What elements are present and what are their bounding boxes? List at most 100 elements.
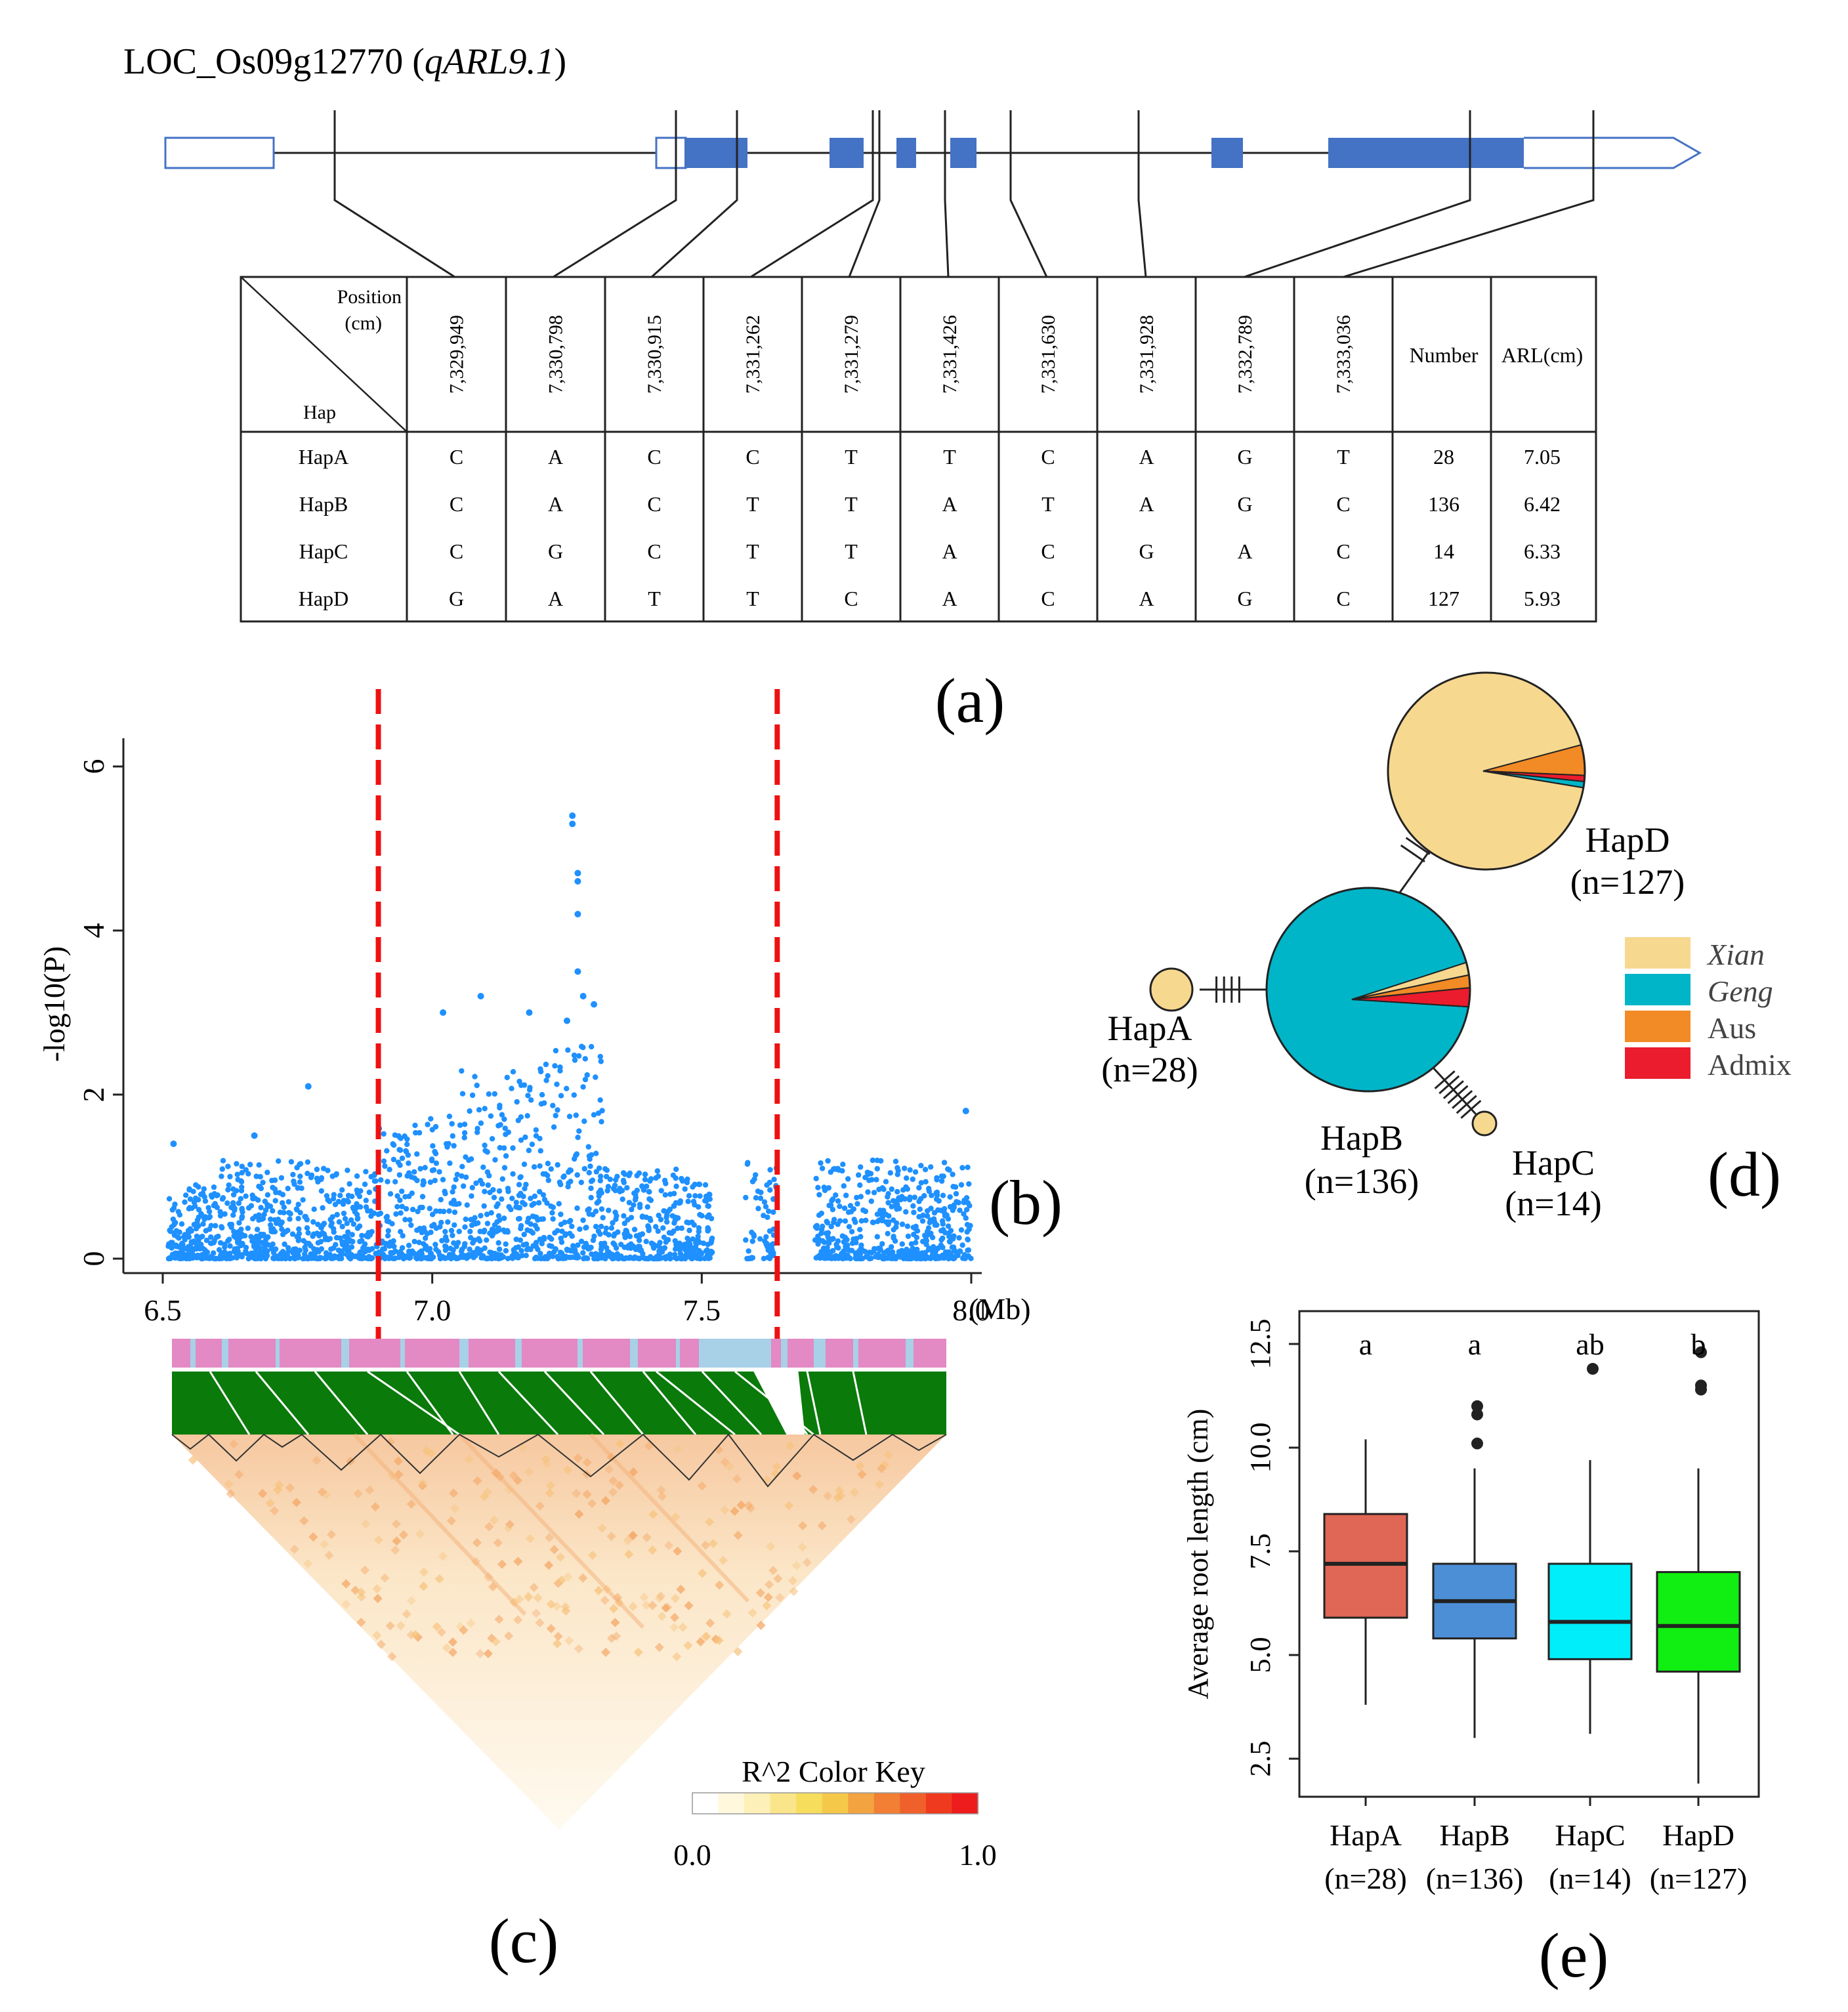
snp-point [682, 1186, 688, 1192]
snp-point [296, 1226, 302, 1232]
ld-cell [744, 1501, 754, 1511]
snp-point [576, 1128, 582, 1134]
allele-cell: G [449, 587, 464, 610]
snp-point [444, 1141, 450, 1147]
snp-point [398, 1135, 404, 1141]
snp-point [186, 1244, 192, 1249]
snp-point [281, 1204, 287, 1210]
ld-cell [720, 1505, 730, 1515]
allele-cell: T [1041, 492, 1055, 516]
snp-point [696, 1181, 702, 1187]
snp-point [690, 1245, 696, 1251]
snp-point [936, 1255, 942, 1261]
snp-point [458, 1248, 465, 1255]
snp-point [624, 1230, 630, 1236]
snp-point [655, 1228, 661, 1234]
snp-point [295, 1215, 301, 1222]
snp-point [849, 1240, 856, 1246]
ld-cell [789, 1587, 799, 1597]
panel-label-d: (d) [1708, 1139, 1781, 1209]
allele-cell: T [1337, 445, 1350, 469]
snp-point [505, 1185, 511, 1192]
snp-point [545, 1177, 551, 1183]
ld-cell [720, 1457, 730, 1467]
snp-point [833, 1192, 839, 1198]
snp-point [187, 1196, 194, 1202]
pie-outline [1387, 671, 1586, 871]
snp-point [238, 1196, 243, 1202]
snp-point [333, 1171, 339, 1177]
snp-point [484, 1221, 491, 1226]
snp-point [474, 1082, 480, 1089]
snp-point [914, 1234, 920, 1240]
snp-point [337, 1235, 343, 1241]
snp-point [497, 1144, 503, 1151]
snp-point [178, 1253, 184, 1259]
snp-point [833, 1242, 839, 1247]
snp-point [545, 1160, 551, 1167]
snp-point [705, 1255, 711, 1261]
snp-point [408, 1174, 415, 1180]
snp-point [357, 1238, 363, 1245]
snp-point [594, 1200, 600, 1206]
snp-point [453, 1177, 459, 1183]
snp-point [188, 1247, 194, 1254]
snp-point [509, 1196, 515, 1202]
snp-point [276, 1190, 283, 1196]
snp-point [633, 1233, 640, 1239]
snp-point [709, 1235, 715, 1242]
x-category-count: (n=127) [1650, 1862, 1748, 1895]
snp-point [412, 1122, 418, 1129]
snp-point [642, 1177, 648, 1183]
snp-point [580, 1217, 586, 1223]
snp-point [558, 1255, 564, 1261]
snp-point [452, 1209, 458, 1215]
snp-point [497, 1104, 503, 1111]
snp-point [545, 1073, 551, 1079]
snp-point [248, 1234, 254, 1240]
snp-point [667, 1191, 673, 1198]
snp-point [509, 1255, 516, 1261]
snp-point [332, 1202, 339, 1207]
snp-point [384, 1148, 390, 1154]
outlier-point [1587, 1362, 1599, 1375]
snp-point [899, 1194, 905, 1200]
position-header: 7,331,928 [1136, 315, 1158, 394]
snp-point [621, 1179, 627, 1186]
ld-cell [715, 1580, 724, 1590]
snp-point [186, 1186, 192, 1192]
snp-point [499, 1196, 505, 1202]
color-key-cell [796, 1793, 823, 1814]
snp-point [425, 1121, 430, 1127]
snp-point [904, 1223, 911, 1229]
snp-connectors [333, 110, 1595, 278]
snp-point [887, 1170, 894, 1176]
snp-point [771, 1177, 777, 1183]
snp-point [568, 1179, 574, 1184]
snp-point [320, 1205, 326, 1211]
snp-point [857, 1226, 863, 1232]
snp-point [416, 1240, 422, 1246]
snp-point [320, 1222, 326, 1228]
snp-point [484, 1211, 490, 1217]
snp-point-notable [574, 911, 581, 917]
allele-cell: T [845, 492, 858, 516]
snp-point [574, 1205, 580, 1211]
snp-point [321, 1231, 327, 1237]
header-arl: ARL(cm) [1502, 343, 1583, 367]
snp-point [431, 1222, 437, 1228]
snp-point [925, 1225, 932, 1231]
snp-point [447, 1160, 453, 1166]
snp-point [656, 1243, 662, 1249]
snp-point [285, 1185, 291, 1192]
snp-point [919, 1218, 926, 1224]
snp-point [243, 1244, 249, 1251]
snp-point [575, 1242, 581, 1248]
snp-point [757, 1236, 763, 1242]
box-hapb: a [1432, 1328, 1517, 1738]
snp-point [377, 1210, 384, 1217]
snp-point [543, 1171, 549, 1177]
ld-map-line [543, 1370, 605, 1436]
ld-cell [697, 1481, 707, 1491]
panel-label-b: (b) [989, 1167, 1062, 1238]
